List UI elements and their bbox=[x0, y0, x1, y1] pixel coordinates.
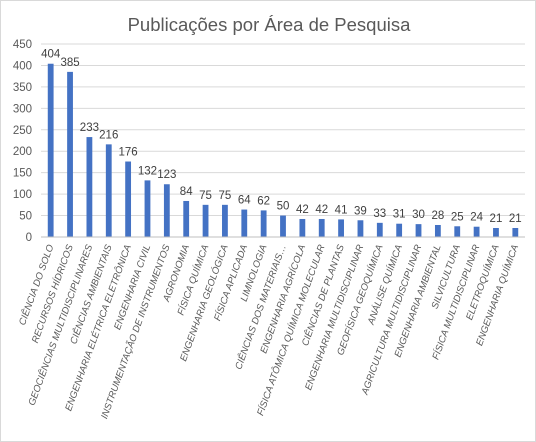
y-tick-label: 150 bbox=[13, 168, 32, 180]
data-label: 62 bbox=[257, 195, 270, 207]
data-label: 42 bbox=[315, 204, 328, 216]
bar bbox=[357, 220, 364, 237]
y-tick-label: 350 bbox=[13, 82, 32, 94]
bar bbox=[260, 210, 267, 237]
y-tick-label: 50 bbox=[19, 211, 32, 223]
bar bbox=[415, 224, 422, 237]
data-label: 21 bbox=[490, 213, 503, 225]
bar bbox=[105, 144, 112, 237]
data-label: 75 bbox=[219, 190, 232, 202]
data-label: 25 bbox=[451, 211, 464, 223]
data-label: 50 bbox=[277, 201, 290, 213]
bar bbox=[512, 227, 519, 237]
bar bbox=[222, 204, 228, 237]
y-tick-label: 400 bbox=[13, 60, 32, 72]
bar bbox=[280, 215, 286, 237]
bar bbox=[125, 161, 132, 237]
bar bbox=[67, 71, 73, 237]
bar bbox=[163, 184, 170, 237]
bar bbox=[454, 226, 461, 237]
data-label: 21 bbox=[509, 213, 522, 225]
bar bbox=[47, 63, 54, 238]
data-label: 30 bbox=[412, 209, 425, 221]
data-label: 123 bbox=[157, 169, 176, 181]
data-label: 41 bbox=[335, 204, 348, 216]
bar bbox=[473, 226, 480, 237]
bars bbox=[47, 63, 519, 238]
bar bbox=[202, 204, 209, 237]
y-tick-label: 0 bbox=[26, 232, 32, 244]
data-label: 233 bbox=[80, 122, 99, 134]
data-label: 216 bbox=[99, 129, 118, 141]
gridlines bbox=[41, 43, 525, 217]
bar bbox=[338, 219, 344, 237]
data-label: 31 bbox=[393, 209, 406, 221]
y-tick-label: 100 bbox=[13, 189, 32, 201]
chart-title: Publicações por Área de Pesquisa bbox=[128, 14, 412, 35]
data-label: 64 bbox=[238, 195, 251, 207]
data-label: 132 bbox=[138, 165, 157, 177]
data-label: 404 bbox=[41, 49, 61, 61]
bar bbox=[396, 223, 403, 237]
y-tick-label: 300 bbox=[13, 103, 32, 115]
bar bbox=[144, 180, 151, 237]
bar bbox=[241, 209, 248, 237]
y-tick-label: 250 bbox=[13, 125, 32, 137]
y-tick-label: 200 bbox=[13, 146, 32, 158]
data-label: 176 bbox=[119, 147, 138, 159]
data-label: 75 bbox=[199, 190, 212, 202]
y-tick-label: 450 bbox=[13, 39, 32, 51]
bar bbox=[183, 200, 190, 237]
data-label: 84 bbox=[180, 186, 193, 198]
data-label: 385 bbox=[60, 57, 79, 69]
bar bbox=[299, 218, 306, 237]
data-label: 42 bbox=[296, 204, 309, 216]
data-label: 39 bbox=[354, 205, 367, 217]
bar bbox=[493, 227, 499, 237]
y-axis-ticks: 0 50 100 150 200 250 300 350 400 450 bbox=[13, 39, 32, 244]
bar bbox=[434, 224, 441, 237]
bar bbox=[376, 222, 383, 237]
bar bbox=[318, 218, 325, 237]
data-label: 28 bbox=[431, 210, 444, 222]
data-label: 33 bbox=[373, 208, 386, 220]
bar bbox=[86, 137, 93, 237]
data-label: 24 bbox=[470, 212, 483, 224]
